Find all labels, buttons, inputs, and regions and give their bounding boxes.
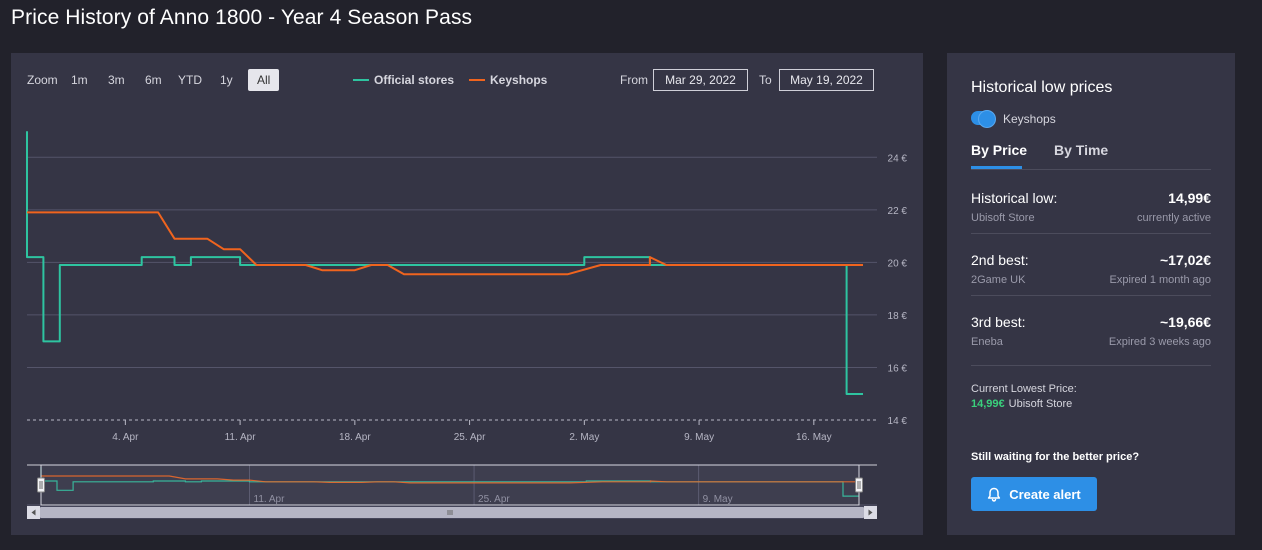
legend-official-label: Official stores [374, 73, 455, 87]
from-label: From [620, 73, 648, 87]
chart-toolbar: Zoom 1m 3m 6m YTD 1y All Official stores… [11, 53, 923, 103]
navigator-background [27, 465, 877, 506]
to-date-input[interactable]: May 19, 2022 [779, 69, 874, 91]
zoom-6m-button[interactable]: 6m [145, 73, 162, 87]
row-divider [971, 295, 1211, 296]
zoom-label: Zoom [27, 73, 58, 87]
row-divider [971, 365, 1211, 366]
to-label: To [759, 73, 772, 87]
keyshops-toggle[interactable] [971, 110, 996, 128]
x-tick-label: 25. Apr [454, 432, 486, 443]
x-tick-label: 11. Apr [225, 432, 257, 443]
row-price: 14,99€ [1168, 190, 1211, 206]
create-alert-label: Create alert [1009, 486, 1081, 502]
y-tick-label: 20 € [888, 258, 908, 269]
y-tick-label: 22 € [888, 206, 908, 217]
tab-by-time[interactable]: By Time [1054, 142, 1109, 158]
current-lowest-label: Current Lowest Price: [971, 383, 1077, 395]
y-tick-label: 16 € [888, 363, 908, 374]
historical-low-panel: Historical low prices Keyshops By Price … [947, 53, 1235, 535]
row-status: Expired 1 month ago [1109, 274, 1211, 286]
row-label: Historical low: [971, 190, 1058, 206]
legend-keyshops-label: Keyshops [490, 73, 548, 87]
zoom-1y-button[interactable]: 1y [220, 73, 233, 87]
y-tick-label: 24 € [888, 153, 908, 164]
waiting-text: Still waiting for the better price? [971, 451, 1140, 463]
navigator-right-handle[interactable] [855, 477, 863, 493]
navigator-selection [40, 464, 860, 506]
page-title: Price History of Anno 1800 - Year 4 Seas… [11, 6, 473, 29]
current-lowest-price: 14,99€ [971, 398, 1005, 410]
navigator-tick-label: 11. Apr [254, 494, 286, 505]
bell-icon [988, 487, 1001, 502]
legend-keyshops[interactable]: Keyshops [469, 73, 547, 87]
zoom-ytd-button[interactable]: YTD [178, 73, 202, 87]
x-tick-label: 16. May [796, 432, 832, 443]
navigator-tick-label: 9. May [703, 494, 733, 505]
navigator-left-handle[interactable] [37, 477, 45, 493]
x-tick-label: 18. Apr [339, 432, 371, 443]
series-line-keyshops [27, 211, 863, 276]
row-label: 3rd best: [971, 314, 1026, 330]
row-status: Expired 3 weeks ago [1108, 336, 1211, 348]
current-lowest-store: Ubisoft Store [1008, 398, 1073, 410]
price-chart[interactable]: 14 € 16 € 18 € 20 € 22 € 24 € 4. Apr 11. Apr 18.… [11, 53, 923, 535]
active-tab-indicator [971, 166, 1022, 169]
x-tick-label: 2. May [569, 432, 599, 443]
row-price: ~17,02€ [1160, 252, 1211, 268]
create-alert-button[interactable]: Create alert [971, 477, 1097, 511]
row-price: ~19,66€ [1160, 314, 1211, 330]
legend-keyshops-swatch [469, 79, 485, 81]
panel-title: Historical low prices [971, 79, 1113, 96]
navigator-series-keyshops [41, 475, 859, 484]
x-tick-label: 9. May [684, 432, 714, 443]
tab-by-price[interactable]: By Price [971, 142, 1028, 158]
row-store: 2Game UK [971, 274, 1026, 286]
keyshops-toggle-label: Keyshops [1003, 112, 1056, 126]
chevron-right-icon [868, 509, 873, 516]
zoom-1m-button[interactable]: 1m [71, 73, 88, 87]
chevron-left-icon [31, 509, 36, 516]
row-status: currently active [1137, 212, 1211, 224]
price-chart-card: Zoom 1m 3m 6m YTD 1y All Official stores… [11, 53, 923, 535]
zoom-all-button[interactable]: All [248, 69, 280, 91]
tab-divider [971, 169, 1211, 170]
current-lowest-value: 14,99€ Ubisoft Store [971, 398, 1072, 410]
legend-official-stores[interactable]: Official stores [353, 73, 454, 87]
row-store: Eneba [971, 336, 1003, 348]
x-tick-label: 4. Apr [112, 432, 139, 443]
from-date-input[interactable]: Mar 29, 2022 [653, 69, 748, 91]
navigator-tick-label: 25. Apr [478, 494, 510, 505]
row-store: Ubisoft Store [971, 212, 1035, 224]
y-tick-label: 14 € [888, 416, 908, 427]
zoom-3m-button[interactable]: 3m [108, 73, 125, 87]
y-tick-label: 18 € [888, 311, 908, 322]
legend-official-swatch [353, 79, 369, 81]
row-divider [971, 233, 1211, 234]
row-label: 2nd best: [971, 252, 1029, 268]
